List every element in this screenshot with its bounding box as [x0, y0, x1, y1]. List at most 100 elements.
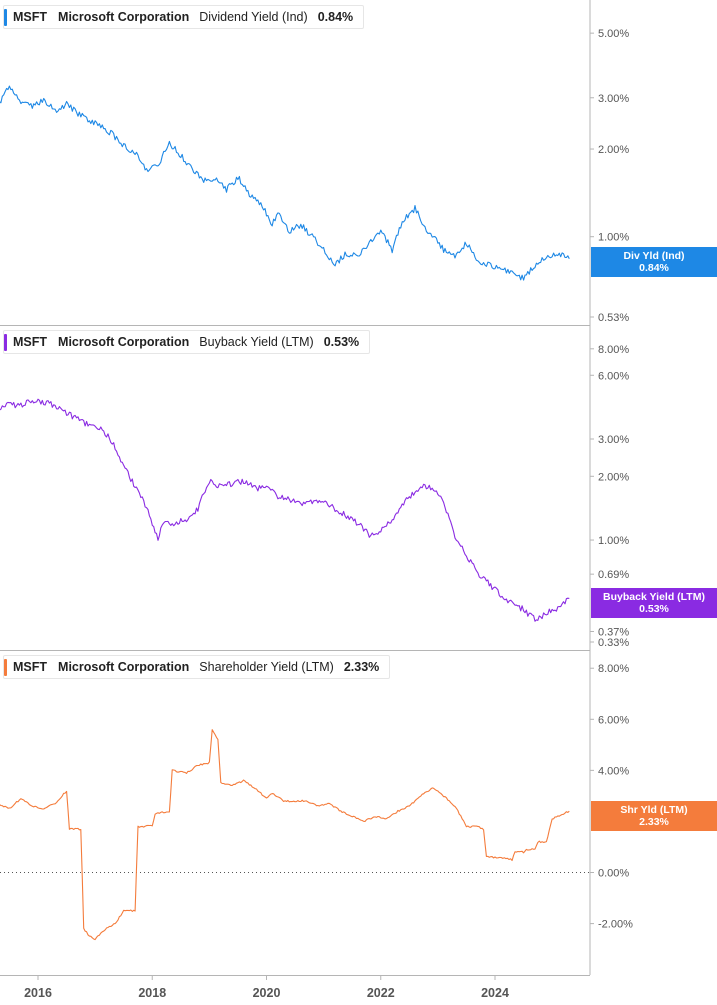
data-point	[191, 168, 193, 170]
legend-value: 0.53%	[323, 335, 360, 349]
x-tick-label: 2016	[24, 986, 52, 1000]
data-point	[322, 249, 324, 251]
data-point	[454, 805, 456, 807]
data-point	[185, 772, 187, 774]
data-point	[122, 466, 124, 468]
data-point	[465, 825, 467, 827]
data-point	[65, 103, 67, 105]
data-point	[180, 154, 182, 156]
data-point	[557, 252, 559, 254]
data-point	[477, 259, 479, 261]
legend-dividend-yield[interactable]: MSFT Microsoft Corporation Dividend Yiel…	[3, 5, 365, 29]
data-point	[477, 825, 479, 827]
data-point	[202, 180, 204, 182]
data-point	[214, 176, 216, 178]
data-point	[105, 927, 107, 929]
data-point	[345, 515, 347, 517]
y-tick-label: 0.53%	[598, 312, 629, 324]
data-point	[231, 784, 233, 786]
data-point	[43, 99, 45, 101]
data-point	[54, 802, 56, 804]
data-point	[254, 487, 256, 489]
legend-shareholder-yield[interactable]: MSFT Microsoft Corporation Shareholder Y…	[3, 655, 391, 679]
data-point	[265, 797, 267, 799]
data-point	[477, 572, 479, 574]
data-point	[8, 403, 10, 405]
data-point	[65, 411, 67, 413]
data-point	[442, 795, 444, 797]
y-tick-label: 3.00%	[598, 434, 629, 446]
data-point	[288, 229, 290, 231]
data-point	[454, 539, 456, 541]
data-point	[328, 802, 330, 804]
y-tick-label: 8.00%	[598, 663, 629, 675]
data-point	[137, 825, 139, 827]
data-point	[402, 502, 404, 504]
y-tick-label: 0.37%	[598, 626, 629, 638]
data-point	[322, 502, 324, 504]
data-point	[100, 125, 102, 127]
data-point	[231, 482, 233, 484]
data-point	[88, 424, 90, 426]
data-point	[385, 818, 387, 820]
data-point	[260, 202, 262, 204]
data-point	[220, 485, 222, 487]
legend-buyback-yield[interactable]: MSFT Microsoft Corporation Buyback Yield…	[3, 330, 371, 354]
data-point	[208, 480, 210, 482]
data-point	[217, 739, 219, 741]
data-point	[380, 530, 382, 532]
data-point	[197, 508, 199, 510]
data-point	[568, 810, 570, 812]
data-point	[248, 193, 250, 195]
data-point	[514, 851, 516, 853]
data-point	[237, 176, 239, 178]
data-point	[271, 792, 273, 794]
y-tick-label: 4.00%	[598, 765, 629, 777]
data-point	[20, 405, 22, 407]
data-point	[145, 508, 147, 510]
data-point	[134, 485, 136, 487]
data-point	[20, 797, 22, 799]
data-point	[420, 795, 422, 797]
series-line	[0, 85, 570, 281]
data-point	[465, 554, 467, 556]
data-point	[68, 828, 70, 830]
y-tick-label: 3.00%	[598, 93, 629, 105]
x-tick-label: 2024	[481, 986, 509, 1000]
data-point	[80, 828, 82, 830]
data-point	[311, 502, 313, 504]
data-point	[551, 818, 553, 820]
legend-metric: Buyback Yield (LTM)	[199, 335, 314, 349]
badge-shareholder-yield: Shr Yld (LTM) 2.33%	[591, 801, 717, 831]
data-point	[294, 800, 296, 802]
data-point	[414, 207, 416, 209]
y-tick-label: 6.00%	[598, 370, 629, 382]
data-point	[142, 825, 144, 827]
data-point	[357, 256, 359, 258]
y-tick-label: 5.00%	[598, 28, 629, 40]
data-point	[368, 534, 370, 536]
data-point	[220, 782, 222, 784]
data-point	[431, 787, 433, 789]
data-point	[208, 762, 210, 764]
legend-color-swatch	[4, 334, 7, 351]
data-point	[151, 824, 153, 826]
data-point	[197, 764, 199, 766]
data-point	[568, 258, 570, 260]
data-point	[8, 807, 10, 809]
data-point	[317, 805, 319, 807]
data-point	[434, 487, 436, 489]
data-point	[500, 267, 502, 269]
legend-company: Microsoft Corporation	[58, 10, 190, 24]
data-point	[545, 841, 547, 843]
data-point	[77, 419, 79, 421]
y-tick-label: 2.00%	[598, 471, 629, 483]
badge-label: Buyback Yield (LTM)	[603, 591, 705, 603]
data-point	[134, 151, 136, 153]
data-point	[145, 168, 147, 170]
data-point	[500, 594, 502, 596]
data-point	[174, 522, 176, 524]
data-point	[265, 485, 267, 487]
data-point	[122, 145, 124, 147]
y-tick-label: 0.33%	[598, 637, 629, 649]
